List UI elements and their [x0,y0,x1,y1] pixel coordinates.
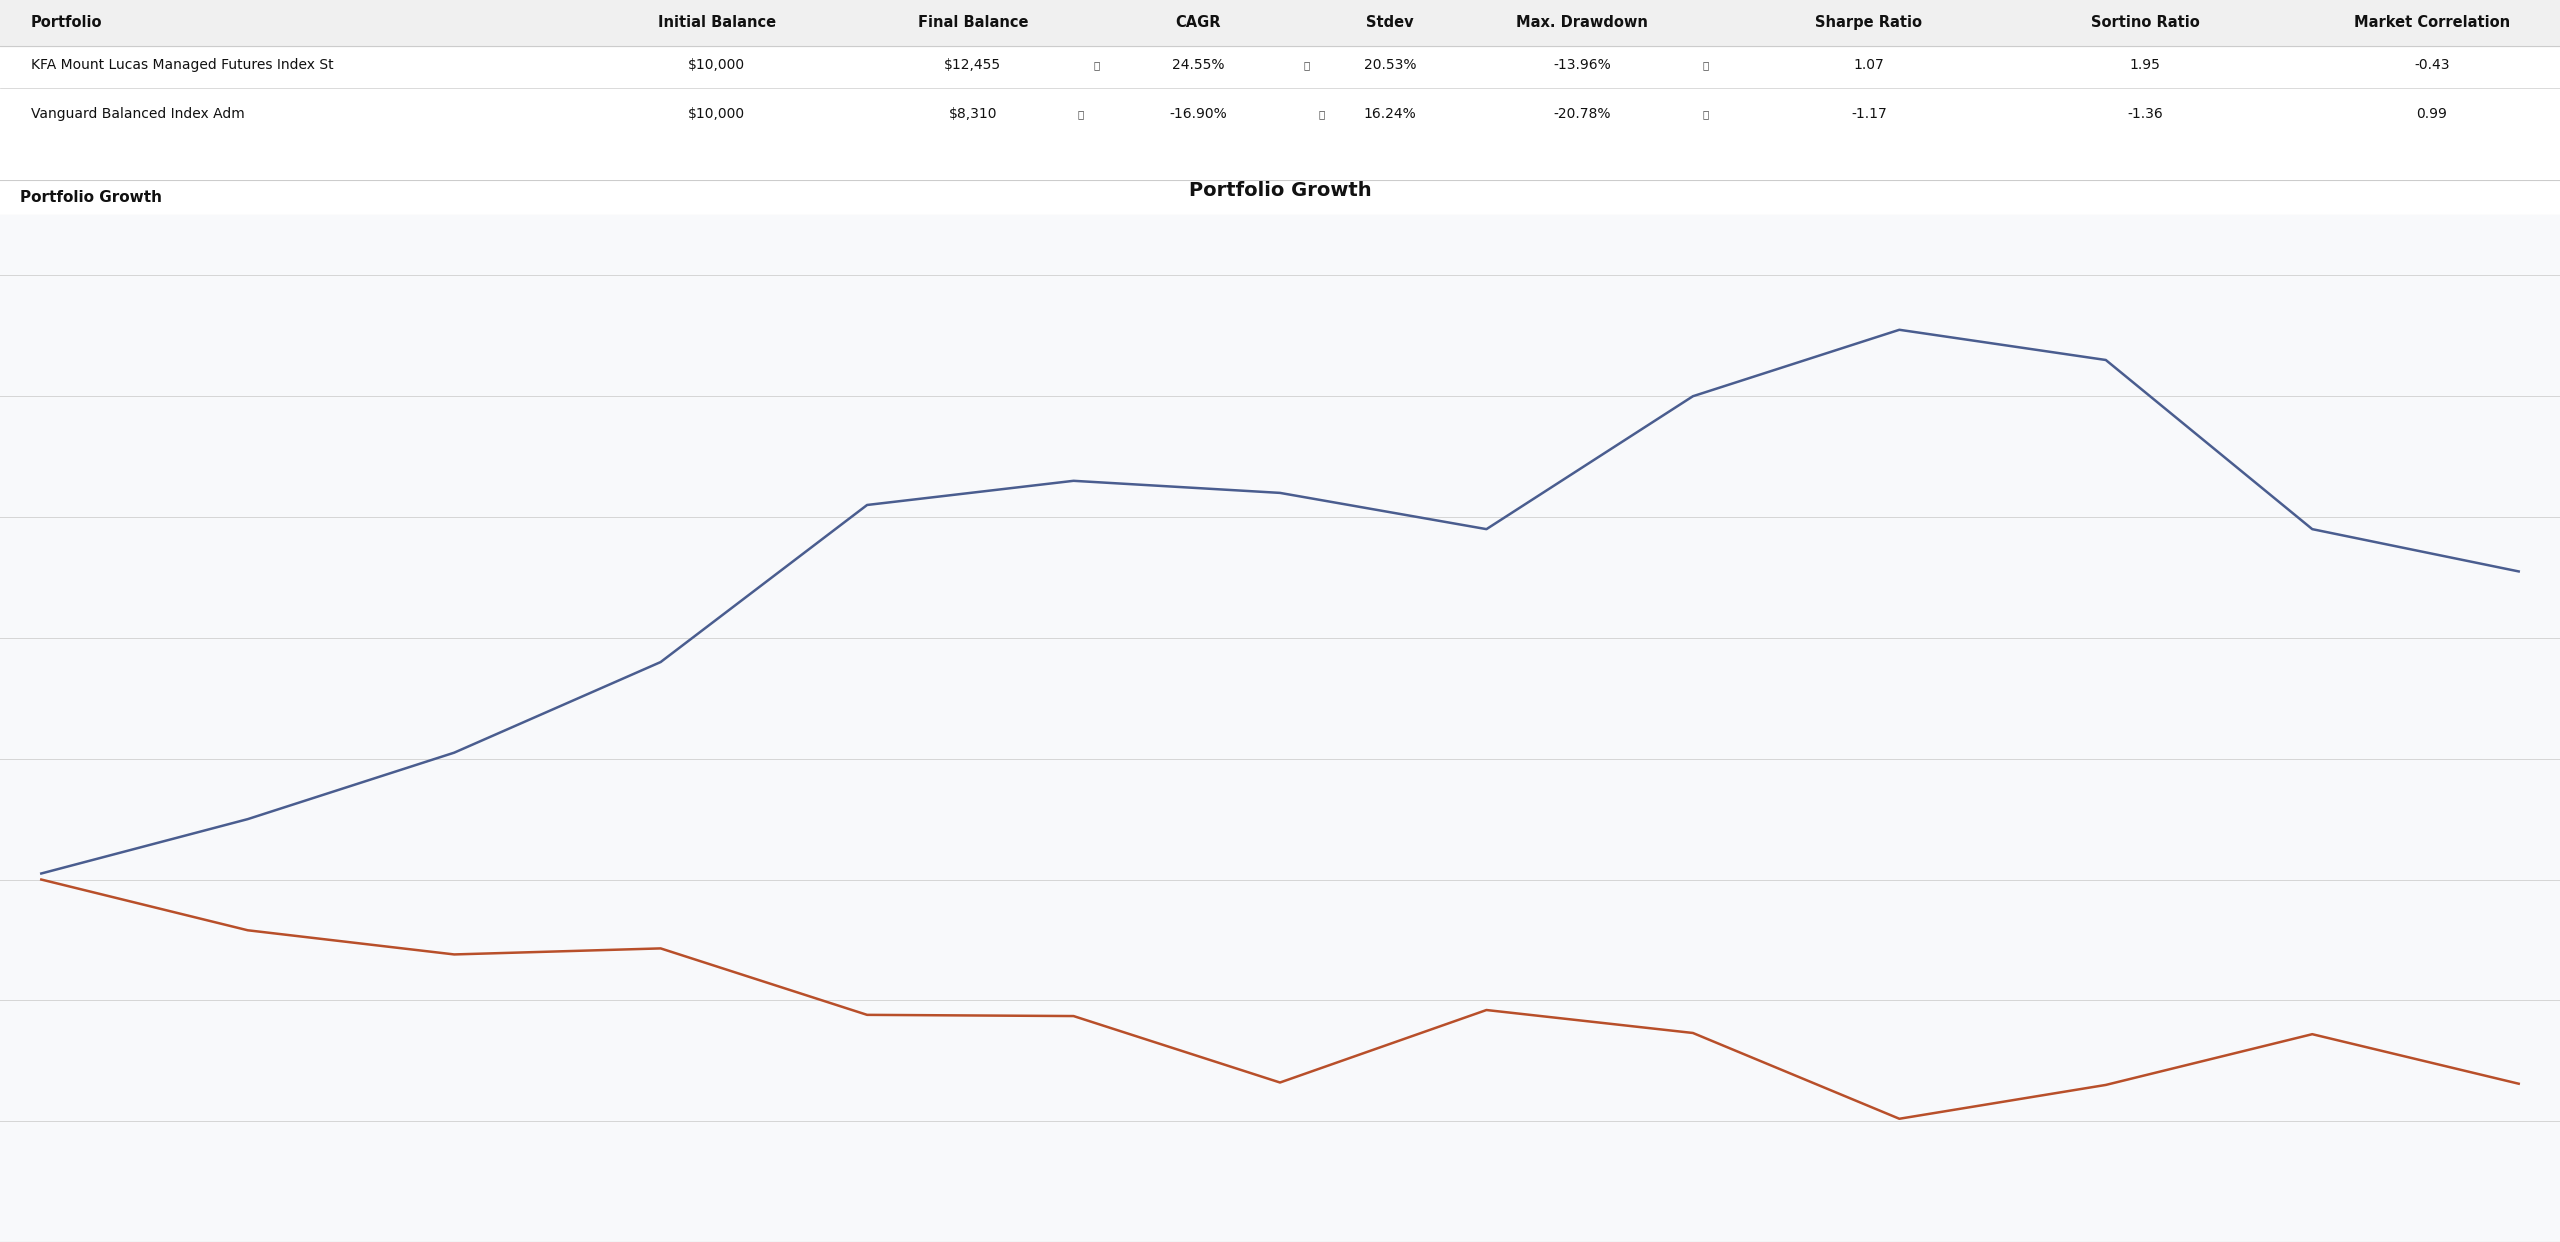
Text: Market Correlation: Market Correlation [2355,15,2509,30]
Text: CAGR: CAGR [1175,15,1221,30]
Title: Portfolio Growth: Portfolio Growth [1188,180,1372,200]
Text: Portfolio Growth: Portfolio Growth [20,190,161,205]
Text: $12,455: $12,455 [945,58,1001,72]
Text: ⓘ: ⓘ [1303,60,1308,70]
Text: ⓘ: ⓘ [1318,109,1324,119]
Text: 1.95: 1.95 [2130,58,2161,72]
Text: ⓘ: ⓘ [1702,60,1708,70]
Text: 0.99: 0.99 [2417,107,2447,122]
Text: Stdev: Stdev [1367,15,1413,30]
Text: Final Balance: Final Balance [916,15,1029,30]
Text: -20.78%: -20.78% [1554,107,1610,122]
Text: Max. Drawdown: Max. Drawdown [1516,15,1649,30]
Text: Initial Balance: Initial Balance [658,15,776,30]
Text: Portfolio: Portfolio [31,15,102,30]
Text: -1.17: -1.17 [1851,107,1887,122]
Text: 1.07: 1.07 [1853,58,1884,72]
Text: 20.53%: 20.53% [1364,58,1416,72]
Bar [0,0,2560,46]
Text: $10,000: $10,000 [689,58,745,72]
Text: ⓘ: ⓘ [1093,60,1098,70]
Text: Sharpe Ratio: Sharpe Ratio [1815,15,1923,30]
Text: -16.90%: -16.90% [1170,107,1226,122]
Text: ⓘ: ⓘ [1702,109,1708,119]
Text: -1.36: -1.36 [2127,107,2163,122]
Text: $10,000: $10,000 [689,107,745,122]
Text: Sortino Ratio: Sortino Ratio [2092,15,2199,30]
Text: -13.96%: -13.96% [1554,58,1610,72]
Text: 24.55%: 24.55% [1172,58,1224,72]
Text: Vanguard Balanced Index Adm: Vanguard Balanced Index Adm [31,107,243,122]
Text: $8,310: $8,310 [950,107,996,122]
Text: -0.43: -0.43 [2414,58,2450,72]
Text: KFA Mount Lucas Managed Futures Index St: KFA Mount Lucas Managed Futures Index St [31,58,333,72]
Text: ⓘ: ⓘ [1078,109,1083,119]
Text: 16.24%: 16.24% [1364,107,1416,122]
